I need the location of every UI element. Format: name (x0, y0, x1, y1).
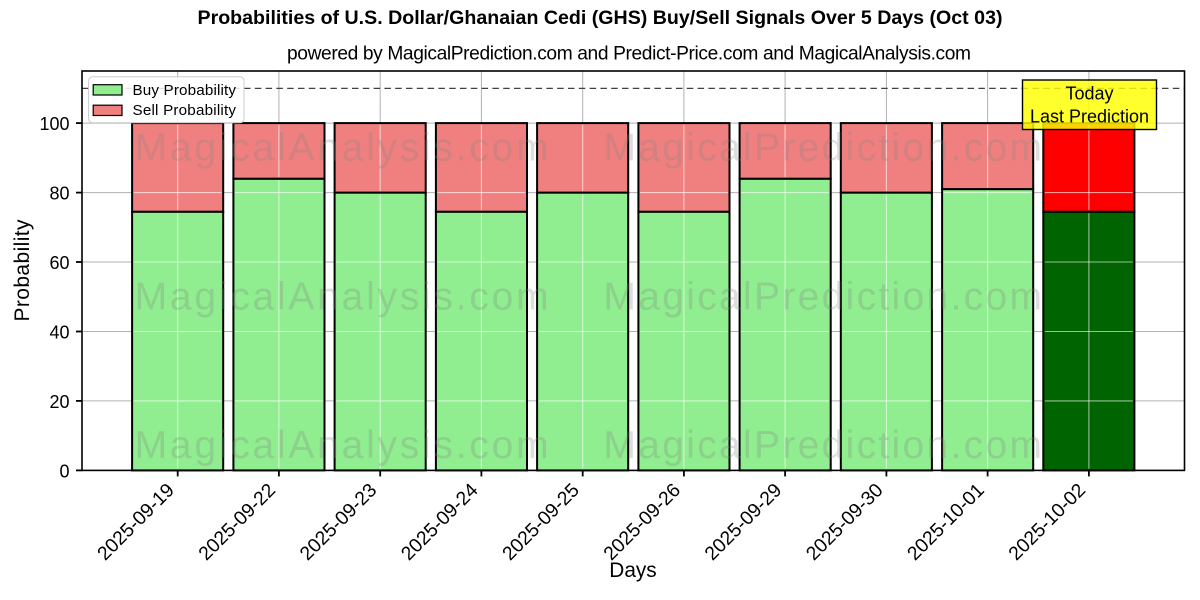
svg-text:powered by MagicalPrediction.c: powered by MagicalPrediction.com and Pre… (287, 44, 971, 65)
svg-text:Probabilities of U.S. Dollar/G: Probabilities of U.S. Dollar/Ghanaian Ce… (198, 7, 1003, 29)
svg-text:80: 80 (49, 184, 69, 204)
svg-text:Last Prediction: Last Prediction (1030, 106, 1149, 126)
svg-text:100: 100 (39, 114, 69, 134)
svg-text:MagicalAnalysis.com: MagicalAnalysis.com (135, 127, 549, 170)
svg-text:Days: Days (609, 559, 656, 582)
svg-text:MagicalPrediction.com: MagicalPrediction.com (603, 424, 1041, 467)
svg-text:MagicalPrediction.com: MagicalPrediction.com (603, 276, 1041, 319)
svg-text:Probability: Probability (11, 219, 34, 322)
svg-text:60: 60 (49, 253, 69, 273)
svg-text:20: 20 (49, 392, 69, 412)
svg-text:0: 0 (59, 461, 69, 481)
svg-text:Today: Today (1065, 84, 1113, 104)
svg-text:MagicalPrediction.com: MagicalPrediction.com (603, 127, 1041, 170)
svg-text:Buy Probability: Buy Probability (133, 82, 237, 99)
svg-text:MagicalAnalysis.com: MagicalAnalysis.com (135, 276, 549, 319)
svg-text:40: 40 (49, 323, 69, 343)
svg-text:Sell Probability: Sell Probability (133, 102, 237, 119)
svg-text:MagicalAnalysis.com: MagicalAnalysis.com (135, 424, 549, 467)
